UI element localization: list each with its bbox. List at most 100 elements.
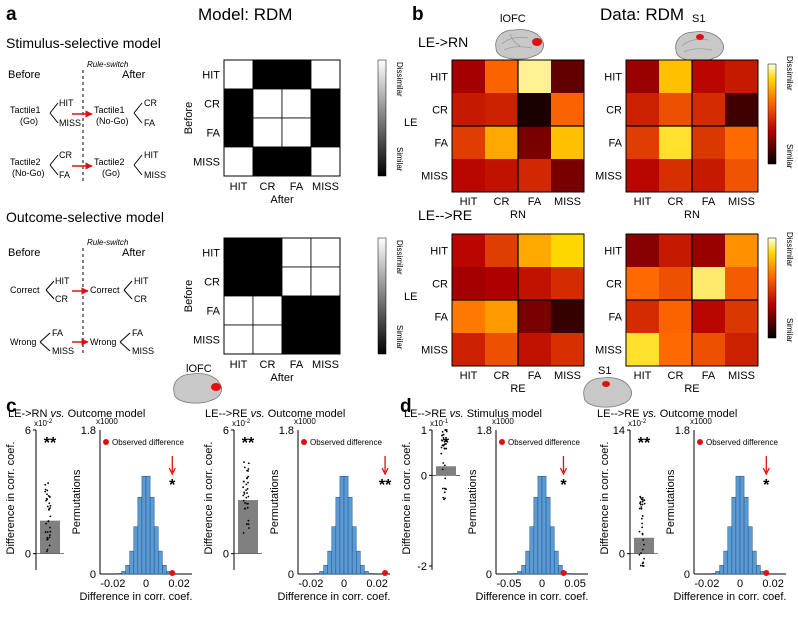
hist-ytick: 1.8 — [81, 425, 96, 437]
bar-significance: ** — [44, 435, 57, 452]
heatmap-cell — [692, 60, 725, 93]
matrix-cell — [310, 59, 341, 90]
hist-bin — [351, 526, 357, 575]
matrix-xlabel: After — [270, 194, 294, 206]
col-label: FA — [528, 196, 542, 208]
heatmap-cell — [452, 126, 485, 159]
matrix-cell — [310, 266, 341, 297]
heatmap-cell — [659, 234, 692, 267]
stim-model-title: Stimulus-selective model — [6, 35, 161, 51]
heatmap-cell — [659, 333, 692, 366]
heatmap-cell — [692, 126, 725, 159]
heatmap-cell — [485, 159, 518, 192]
legend-marker — [103, 439, 109, 445]
hist-bin — [315, 573, 320, 575]
matrix-cell — [223, 266, 254, 297]
matrix-cell — [223, 88, 254, 119]
col-label: FA — [290, 359, 304, 371]
bar-tick: 14 — [613, 425, 625, 437]
hist-bin — [125, 565, 130, 575]
region-label-d: S1 — [598, 365, 611, 377]
branch-cr: CR — [144, 98, 157, 108]
hist-bin — [541, 475, 547, 575]
row-label: MISS — [193, 335, 220, 347]
data-colorbar-row1: Dissimilar Similar — [767, 56, 794, 169]
heatmap-cell — [518, 267, 551, 300]
hist-ytick: 0 — [288, 569, 294, 581]
bar-exponent: x10-2 — [628, 419, 647, 428]
heatmap-cell — [518, 126, 551, 159]
hist-xtick: 0.02 — [168, 578, 189, 590]
branch-cr: CR — [59, 150, 72, 160]
heatmap-cell — [659, 300, 692, 333]
hist-xlabel: Difference in corr. coef. — [278, 591, 391, 603]
row-label: CR — [606, 105, 622, 117]
colorbar-dissimilar: Dissimilar — [785, 56, 794, 91]
hist-significance: * — [763, 477, 770, 494]
brain-icon-lofc: lOFC — [495, 13, 544, 60]
matrix-cell — [252, 295, 283, 326]
d2-title: LE-->RE vs. Outcome model — [597, 408, 737, 420]
outcome-model-title: Outcome-selective model — [6, 209, 164, 225]
hist-bin — [117, 573, 122, 575]
hist-exponent: x1000 — [690, 417, 712, 426]
heatmap-cell — [518, 234, 551, 267]
hist-xtick: 0 — [341, 578, 347, 590]
heatmap-cell — [551, 126, 584, 159]
col-label: FA — [702, 370, 716, 382]
heatmap-cell — [518, 159, 551, 192]
hist-bin — [558, 565, 563, 575]
heatmap-cell — [725, 126, 758, 159]
before-label: Before — [8, 69, 40, 81]
matrix-cell — [252, 146, 283, 177]
heatmap-cell — [725, 159, 758, 192]
matrix-cell — [252, 324, 283, 355]
c2-title: LE-->RE vs. Outcome model — [205, 408, 345, 420]
heatmap-cell — [659, 126, 692, 159]
matrix-cell — [252, 117, 283, 148]
branch-fa: FA — [144, 118, 155, 128]
colorbar-similar: Similar — [785, 144, 794, 169]
colorbar-similar: Similar — [785, 318, 794, 343]
hist-bin — [545, 496, 551, 575]
hist-ytick: 1.8 — [675, 425, 690, 437]
col-label: CR — [494, 370, 510, 382]
tactile2-after-go: (Go) — [102, 168, 120, 178]
mean-bar — [436, 466, 456, 476]
bar-exponent: x10-2 — [34, 419, 53, 428]
col-label: FA — [702, 196, 716, 208]
hist-xlabel: Difference in corr. coef. — [476, 591, 589, 603]
outcome-model-matrix: HIT CR FA MISS HIT CR FA MISS Before After — [183, 237, 341, 384]
hist-xtick: -0.02 — [298, 578, 323, 590]
brain-icon-s1-d: S1 — [583, 365, 632, 408]
hist-bin — [343, 475, 349, 575]
hist-bin — [521, 565, 526, 575]
hist-bin — [537, 475, 543, 575]
hist-bin — [137, 496, 143, 575]
heatmap-s1-rn: HIT CR FA MISS HIT CR FA MISS RN — [595, 59, 759, 221]
row-label: HIT — [430, 246, 448, 258]
heatmap-cell — [626, 333, 659, 366]
col-label: MISS — [312, 181, 339, 193]
heatmap-cell — [551, 159, 584, 192]
matrix-cell — [310, 324, 341, 355]
row-label: HIT — [604, 246, 622, 258]
heatmap-cell — [518, 60, 551, 93]
rule-switch-label: Rule-switch — [87, 238, 129, 247]
outcome-tree-diagram: Before After Rule-switch Correct HIT CR … — [8, 238, 154, 356]
matrix-cell — [223, 146, 254, 177]
hist-xlabel: Difference in corr. coef. — [674, 591, 787, 603]
row-label: FA — [435, 312, 449, 324]
bar-significance: * — [443, 435, 450, 452]
brain-icon-lofc-c: lOFC — [173, 363, 222, 404]
hist-bin — [327, 550, 333, 575]
heatmap-cell — [692, 333, 725, 366]
bar-ylabel: Difference in corr. coef. — [401, 442, 413, 555]
hist-bin — [525, 550, 531, 575]
after-label: After — [122, 247, 146, 259]
bar-ylabel: Difference in corr. coef. — [5, 442, 17, 555]
row-label: CR — [606, 279, 622, 291]
hist-bin — [347, 496, 353, 575]
hist-xtick: 0 — [737, 578, 743, 590]
